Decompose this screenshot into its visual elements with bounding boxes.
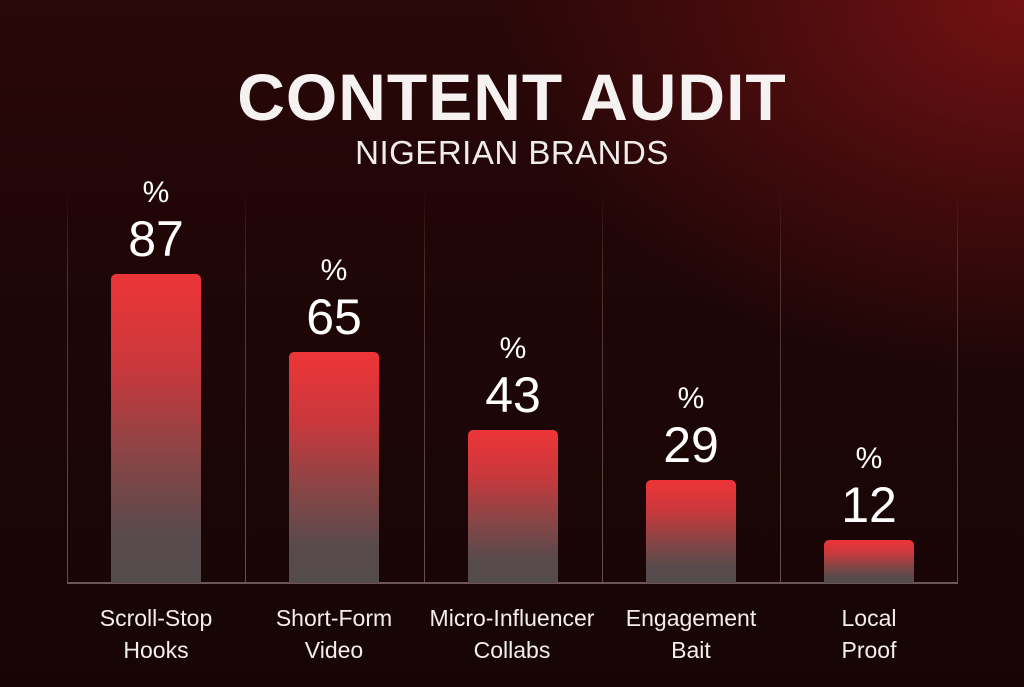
bar bbox=[289, 352, 379, 583]
bar-value-label: 43 bbox=[485, 367, 541, 423]
bar-column: % 12 bbox=[780, 190, 958, 583]
bar bbox=[111, 274, 201, 583]
category-label: Micro-Influencer Collabs bbox=[412, 602, 612, 666]
percent-sign: % bbox=[499, 332, 527, 365]
category-label-line: Short-Form bbox=[275, 605, 393, 631]
bar-column: % 43 bbox=[424, 190, 602, 583]
bar bbox=[468, 430, 558, 583]
grid-line bbox=[245, 190, 246, 583]
bar-column: % 87 bbox=[67, 178, 245, 583]
category-label: Scroll-Stop Hooks bbox=[56, 602, 256, 666]
grid-line bbox=[780, 190, 781, 583]
percent-sign: % bbox=[855, 442, 883, 475]
bar-value-label: 29 bbox=[663, 417, 719, 473]
category-label-line: Scroll-Stop bbox=[99, 605, 213, 631]
grid-line bbox=[602, 190, 603, 583]
bar bbox=[646, 480, 736, 583]
chart-title: CONTENT AUDIT bbox=[237, 60, 787, 134]
bar-column: % 29 bbox=[602, 190, 780, 583]
bar-value-label: 87 bbox=[128, 211, 184, 267]
bar-value-label: 65 bbox=[306, 289, 362, 345]
category-label-line: Hooks bbox=[123, 637, 189, 663]
bar-value-label: 12 bbox=[841, 477, 897, 533]
category-label-line: Micro-Influencer bbox=[429, 605, 595, 631]
category-label-line: Proof bbox=[841, 637, 897, 663]
grid-line bbox=[424, 190, 425, 583]
percent-sign: % bbox=[320, 254, 348, 287]
category-label-line: Engagement bbox=[625, 605, 757, 631]
category-label: Engagement Bait bbox=[591, 602, 791, 666]
percent-sign: % bbox=[142, 176, 170, 209]
grid-line bbox=[957, 190, 958, 583]
plot-area: % 87 % 65 % 43 % 29 % 12 bbox=[67, 178, 958, 584]
grid-line bbox=[67, 190, 68, 583]
category-label-line: Collabs bbox=[473, 637, 551, 663]
category-label-line: Bait bbox=[671, 637, 711, 663]
category-label-line: Video bbox=[304, 637, 364, 663]
category-label: Short-Form Video bbox=[234, 602, 434, 666]
chart-subtitle: NIGERIAN BRANDS bbox=[355, 134, 669, 171]
category-label-line: Local bbox=[841, 605, 897, 631]
x-axis-baseline bbox=[67, 582, 958, 584]
bar bbox=[824, 540, 914, 583]
category-label: Local Proof bbox=[769, 602, 969, 666]
percent-sign: % bbox=[677, 382, 705, 415]
bar-column: % 65 bbox=[245, 190, 423, 583]
